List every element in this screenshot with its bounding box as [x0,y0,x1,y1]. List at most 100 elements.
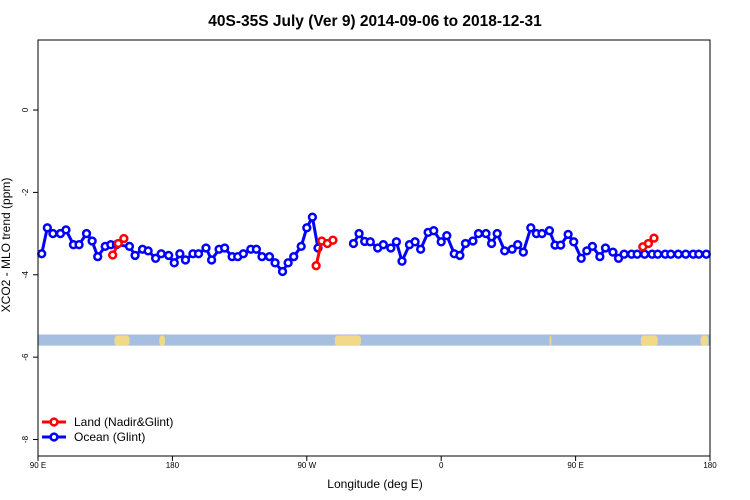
data-point [563,229,573,240]
data-point [277,266,288,277]
data-point [595,251,605,262]
data-point [93,251,103,262]
y-tick-label: -4 [21,271,30,279]
data-point [124,241,135,252]
data-point [220,243,230,253]
data-point [74,240,84,250]
data-point [386,243,396,253]
data-point [640,249,650,259]
data-point [130,250,140,261]
y-tick-label: -6 [21,353,30,361]
data-point [296,241,306,252]
ocean-band [38,334,710,346]
x-axis: 90 E 180 90 W 0 90 E 180 [30,456,717,470]
x-tick-label: 180 [166,461,180,470]
data-point [486,238,497,249]
data-point [143,246,153,256]
legend: Land (Nadir&Glint)Ocean (Glint) [42,415,173,444]
data-point [500,246,510,256]
data-point [681,249,691,259]
chart-title: 40S-35S July (Ver 9) 2014-09-06 to 2018-… [208,13,542,30]
y-tick-label: 0 [21,107,30,112]
data-point [455,250,465,261]
data-point [307,212,318,222]
data-point [391,237,402,247]
data-point [507,244,517,254]
x-tick-label: 180 [703,461,717,470]
land-segment [640,335,658,346]
legend-item: Ocean (Glint) [42,430,145,444]
data-point [492,228,502,239]
x-axis-label: Longitude (deg E) [327,477,422,491]
data-point [468,236,478,246]
data-point [416,244,426,254]
data-point [311,261,321,271]
data-point [632,249,642,259]
x-tick-label: 90 E [30,461,46,470]
data-point [460,238,471,249]
legend-label: Land (Nadir&Glint) [74,415,173,429]
y-tick-label: -2 [21,188,30,196]
x-tick-label: 0 [439,461,444,470]
data-point [206,255,217,265]
data-point [365,237,375,247]
data-point [619,249,629,259]
data-point [201,243,211,253]
data-point [238,249,248,259]
x-tick-label: 90 W [297,461,316,470]
legend-marker [49,417,59,427]
data-point [164,250,174,261]
data-point [481,228,491,239]
legend-marker [49,432,59,442]
data-point [180,255,191,265]
x-tick-label: 90 E [567,461,583,470]
data-point [582,246,592,256]
land-segment [114,335,130,346]
data-point [42,223,52,233]
data-point [518,247,528,257]
series-land [108,233,659,271]
y-axis-label: XCO2 - MLO trend (ppm) [0,178,13,313]
data-point [473,228,484,239]
data-point [270,258,280,268]
data-point [701,249,711,259]
data-point [649,233,659,243]
data-point [348,238,359,249]
data-point [354,228,364,239]
data-point [289,251,299,262]
data-point [600,243,611,253]
y-axis: 0 -2 -4 -6 -8 [21,107,38,443]
data-point [87,236,97,246]
data-point [175,249,185,259]
data-point [544,226,555,236]
data-point [108,250,118,260]
data-point [37,249,47,259]
data-point [673,249,683,259]
data-point [251,244,262,254]
data-point [397,256,407,266]
data-point [328,235,338,245]
land-segment [700,335,709,346]
data-point [537,228,547,239]
data-point [283,258,293,268]
data-point [653,249,663,259]
data-point [193,249,204,259]
data-point [436,237,446,247]
data-point [61,225,71,235]
data-point [378,240,388,250]
data-point [264,251,275,262]
data-point [666,249,676,259]
series-layer [37,212,711,277]
data-point [302,223,312,233]
y-tick-label: -8 [21,435,30,443]
data-point [257,251,267,262]
legend-item: Land (Nadir&Glint) [42,415,173,429]
data-point [643,238,654,249]
data-point [410,237,420,247]
data-point [608,247,618,257]
data-point [442,230,452,241]
data-point [569,237,579,247]
legend-label: Ocean (Glint) [74,430,145,444]
land-segment [159,335,165,346]
